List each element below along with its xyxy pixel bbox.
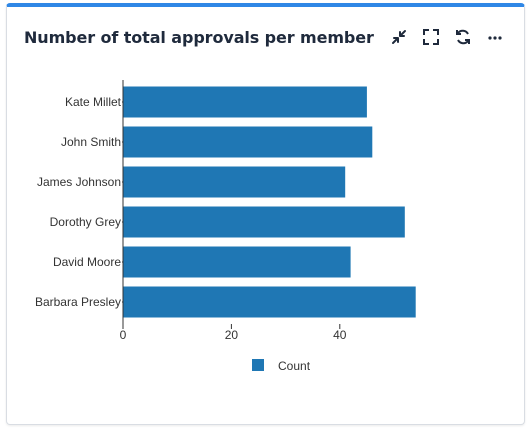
x-tick-label: 0 (120, 328, 127, 342)
category-label: John Smith (61, 135, 121, 149)
x-tick-label: 40 (333, 328, 347, 342)
bar-kate-millet (123, 86, 367, 118)
chart-widget: Number of total approvals per member (6, 3, 525, 425)
bar-dorothy-grey (123, 206, 405, 238)
legend-label: Count (278, 359, 311, 373)
widget-header: Number of total approvals per member (7, 7, 524, 67)
category-label: Dorothy Grey (50, 215, 121, 229)
widget-title: Number of total approvals per member (24, 28, 374, 47)
collapse-icon[interactable] (388, 26, 410, 48)
legend-swatch (252, 359, 264, 371)
refresh-icon[interactable] (452, 26, 474, 48)
bar-john-smith (123, 126, 373, 158)
bar-barbara-presley (123, 286, 416, 318)
category-label: James Johnson (37, 175, 121, 189)
category-label: Barbara Presley (35, 295, 121, 309)
expand-icon[interactable] (420, 26, 442, 48)
bar-james-johnson (123, 166, 346, 198)
x-tick-label: 20 (225, 328, 239, 342)
more-icon[interactable] (484, 26, 506, 48)
category-label: Kate Millet (65, 95, 122, 109)
bar-david-moore (123, 246, 351, 278)
category-label: David Moore (53, 255, 121, 269)
